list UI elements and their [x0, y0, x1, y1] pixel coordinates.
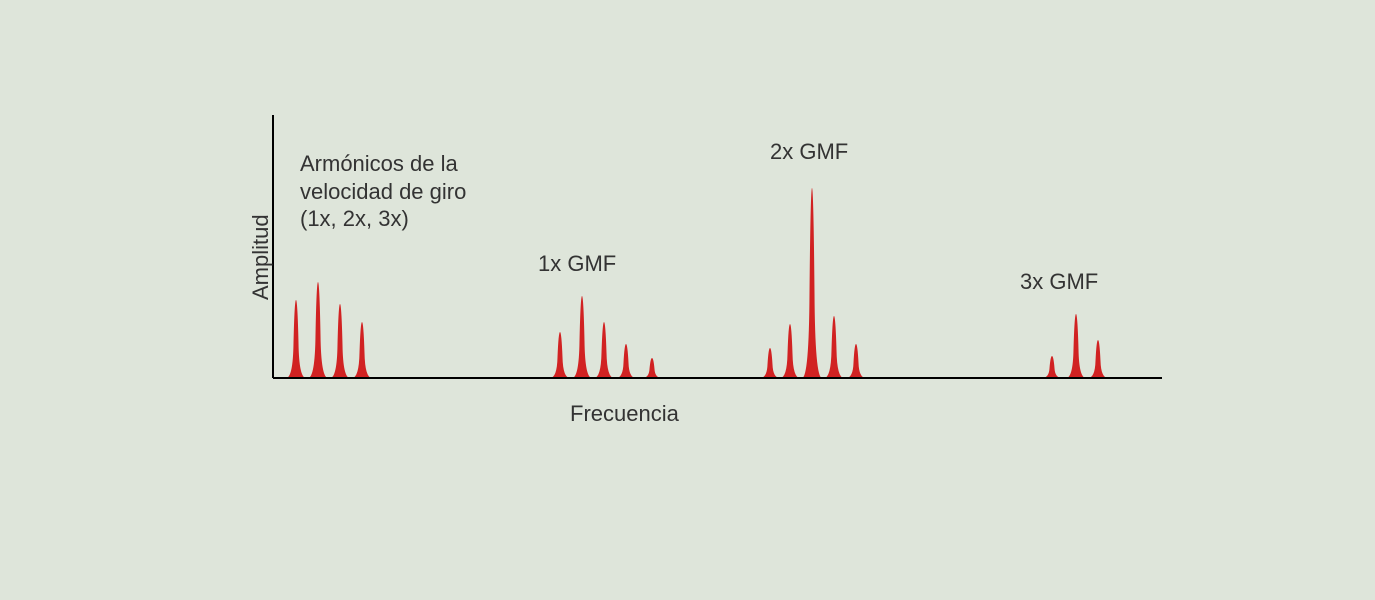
y-axis-label: Amplitud: [248, 214, 274, 300]
spectrum-svg: [0, 0, 1375, 600]
harmonics-annotation: Armónicos de la velocidad de giro (1x, 2…: [300, 150, 466, 233]
gmf3-annotation: 3x GMF: [1020, 268, 1098, 296]
spectrum-figure: Amplitud Frecuencia Armónicos de la velo…: [0, 0, 1375, 600]
gmf1-annotation: 1x GMF: [538, 250, 616, 278]
x-axis-label: Frecuencia: [570, 400, 679, 428]
gmf2-annotation: 2x GMF: [770, 138, 848, 166]
background: [0, 0, 1375, 600]
